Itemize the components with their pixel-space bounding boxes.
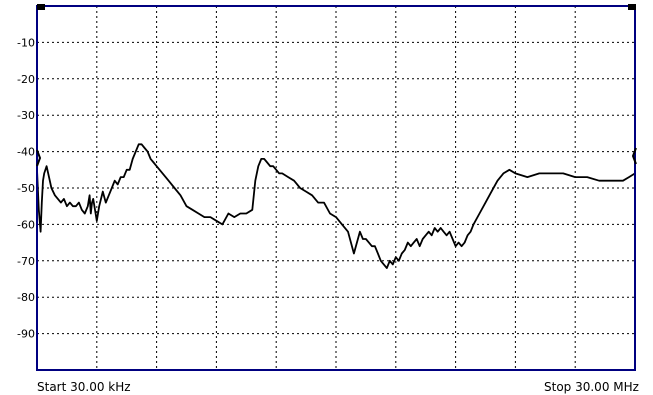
plot-frame	[36, 5, 636, 371]
y-tick-label: -70	[17, 255, 35, 268]
y-tick-label: -80	[17, 291, 35, 304]
y-tick-labels: -10 -20 -30 -40 -50 -60 -70 -80 -90	[17, 36, 35, 340]
top-left-marker	[37, 4, 45, 10]
top-right-marker	[628, 4, 636, 10]
right-edge-arrow	[631, 147, 637, 165]
left-edge-arrow	[36, 149, 42, 167]
y-tick-label: -20	[17, 73, 35, 86]
start-frequency-label: Start 30.00 kHz	[37, 380, 131, 394]
y-tick-label: -90	[17, 328, 35, 341]
y-tick-label: -30	[17, 109, 35, 122]
y-tick-label: -60	[17, 218, 35, 231]
y-tick-label: -40	[17, 146, 35, 159]
trace-line	[36, 143, 636, 269]
y-tick-label: -50	[17, 182, 35, 195]
y-tick-label: -10	[17, 36, 35, 49]
grid	[37, 6, 635, 370]
stop-frequency-label: Stop 30.00 MHz	[544, 380, 639, 394]
